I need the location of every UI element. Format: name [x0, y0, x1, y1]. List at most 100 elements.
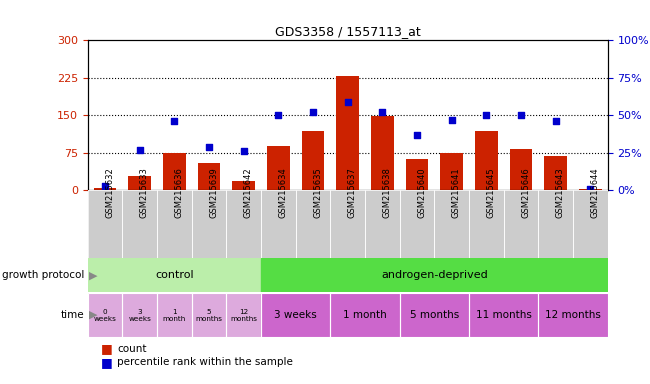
Bar [261, 190, 296, 258]
Text: GSM215634: GSM215634 [278, 167, 287, 218]
Bar [296, 190, 330, 258]
Bar [94, 188, 116, 190]
Bar [261, 190, 296, 258]
Text: GSM215645: GSM215645 [486, 167, 495, 218]
Text: GSM215635: GSM215635 [313, 167, 322, 218]
Bar [538, 190, 573, 258]
Text: GSM215642: GSM215642 [244, 167, 253, 218]
Bar [122, 293, 157, 337]
Text: 1
month: 1 month [162, 309, 186, 321]
Bar [573, 190, 608, 258]
Bar [538, 293, 608, 337]
Bar [157, 293, 192, 337]
Point [412, 132, 423, 138]
Text: 12
months: 12 months [230, 309, 257, 321]
Text: 3
weeks: 3 weeks [128, 309, 151, 321]
Point [585, 186, 595, 192]
Text: GSM215633: GSM215633 [140, 167, 149, 218]
Point [516, 112, 526, 118]
Text: GSM215643: GSM215643 [556, 167, 565, 218]
Bar [129, 177, 151, 190]
Point [343, 99, 353, 105]
Bar [538, 293, 608, 337]
Bar [226, 190, 261, 258]
Text: 12 months: 12 months [545, 310, 601, 320]
Bar [226, 190, 261, 258]
Point [100, 183, 110, 189]
Text: 1 month: 1 month [343, 310, 387, 320]
Bar [233, 182, 255, 190]
Point [169, 118, 179, 124]
Bar [441, 153, 463, 190]
Bar [88, 190, 122, 258]
Bar [192, 293, 226, 337]
Bar [510, 149, 532, 190]
Point [481, 112, 491, 118]
Text: GSM215641: GSM215641 [452, 167, 461, 218]
Text: GSM215632: GSM215632 [105, 167, 114, 218]
Bar [469, 190, 504, 258]
Bar [504, 190, 538, 258]
Bar [226, 293, 261, 337]
Text: ▶: ▶ [89, 310, 98, 320]
Bar [198, 163, 220, 190]
Text: 0
weeks: 0 weeks [94, 309, 116, 321]
Bar [504, 190, 538, 258]
Bar [330, 190, 365, 258]
Bar [337, 76, 359, 190]
Text: ▶: ▶ [89, 270, 98, 280]
Text: 11 months: 11 months [476, 310, 532, 320]
Bar [296, 190, 330, 258]
Bar [122, 190, 157, 258]
Bar [261, 293, 330, 337]
Point [273, 112, 283, 118]
Point [308, 109, 318, 116]
Bar [88, 293, 122, 337]
Bar [157, 190, 192, 258]
Text: GSM215636: GSM215636 [174, 167, 183, 218]
Bar [400, 190, 434, 258]
Bar [469, 293, 538, 337]
Text: growth protocol: growth protocol [2, 270, 84, 280]
Text: 3 weeks: 3 weeks [274, 310, 317, 320]
Text: GSM215637: GSM215637 [348, 167, 357, 218]
Text: count: count [117, 344, 146, 354]
Bar [122, 190, 157, 258]
Bar [434, 190, 469, 258]
Bar [88, 293, 122, 337]
Bar [545, 156, 567, 190]
Bar [406, 159, 428, 190]
Point [135, 147, 145, 153]
Point [551, 118, 561, 124]
Bar [400, 190, 434, 258]
Bar [400, 293, 469, 337]
Bar [192, 293, 226, 337]
Point [377, 109, 387, 116]
Bar [365, 190, 400, 258]
Bar [192, 190, 226, 258]
Bar [88, 190, 122, 258]
Title: GDS3358 / 1557113_at: GDS3358 / 1557113_at [275, 25, 421, 38]
Bar [157, 190, 192, 258]
Bar [122, 293, 157, 337]
Text: control: control [155, 270, 194, 280]
Bar [192, 190, 226, 258]
Bar [573, 190, 608, 258]
Bar [261, 258, 608, 292]
Bar [579, 189, 602, 190]
Text: ■: ■ [101, 342, 112, 355]
Bar [400, 293, 469, 337]
Text: androgen-deprived: androgen-deprived [381, 270, 488, 280]
Bar [163, 153, 186, 190]
Bar [469, 293, 538, 337]
Text: 5
months: 5 months [196, 309, 222, 321]
Bar [469, 190, 504, 258]
Bar [267, 146, 290, 190]
Text: GSM215644: GSM215644 [590, 167, 599, 218]
Bar [261, 293, 330, 337]
Point [204, 144, 214, 150]
Text: ■: ■ [101, 356, 112, 369]
Text: percentile rank within the sample: percentile rank within the sample [117, 358, 293, 367]
Text: GSM215638: GSM215638 [382, 167, 391, 218]
Point [239, 148, 249, 154]
